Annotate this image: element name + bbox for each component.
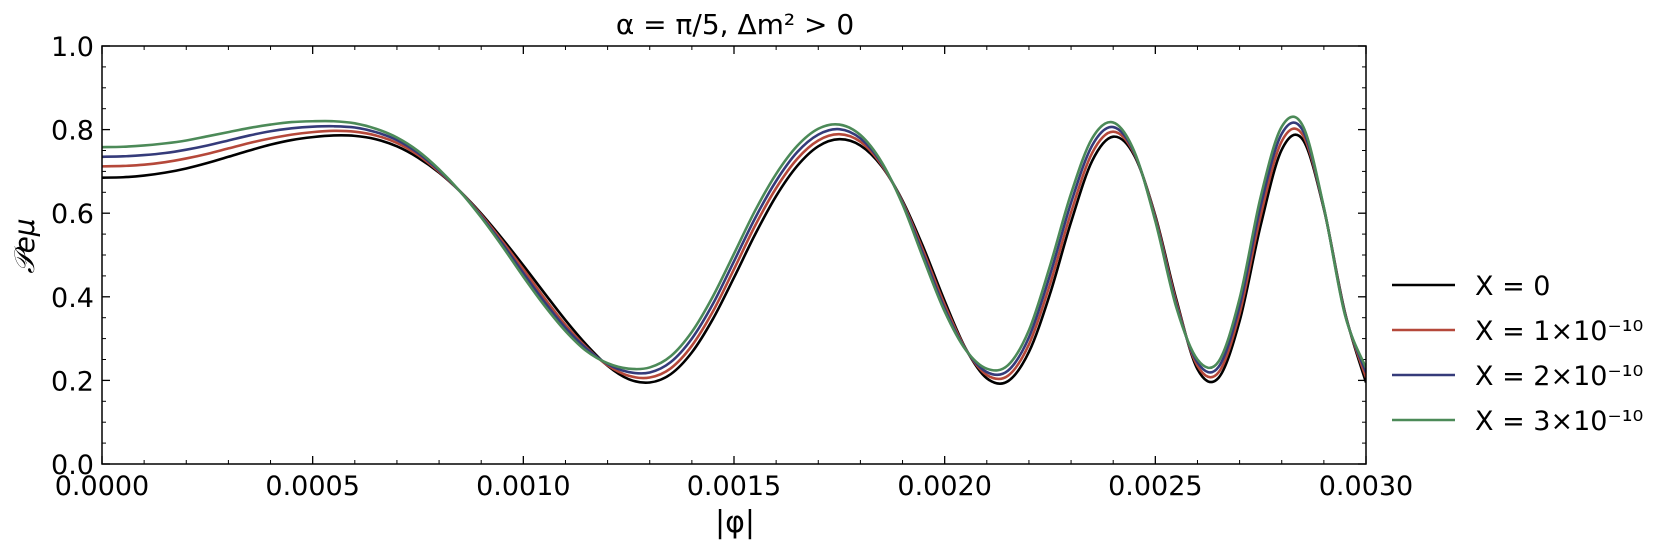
y-tick-label: 1.0 (51, 32, 94, 63)
x-tick-label: 0.0030 (1319, 471, 1413, 502)
x-tick-label: 0.0025 (1108, 471, 1202, 502)
plot-frame (101, 45, 1367, 465)
y-tick-label: 0.8 (51, 116, 94, 147)
y-tick-label: 0.0 (51, 450, 94, 481)
legend-label-1: X = 1×10⁻¹⁰ (1475, 316, 1643, 347)
legend-label-0: X = 0 (1475, 271, 1550, 302)
series-line-2 (102, 121, 1366, 377)
axis-ticks: 0.0000 0.0005 0.0010 0.0015 0.0020 0.0025 0.00… (51, 32, 1413, 502)
legend-label-2: X = 2×10⁻¹⁰ (1475, 361, 1643, 392)
legend-label-3: X = 3×10⁻¹⁰ (1475, 406, 1643, 437)
x-tick-label: 0.0000 (55, 471, 149, 502)
series-lines (102, 115, 1366, 385)
chart-title: α = π/5, Δm² > 0 (616, 8, 854, 41)
y-tick-label: 0.6 (51, 199, 94, 230)
y-tick-label: 0.4 (51, 283, 94, 314)
x-tick-label: 0.0010 (476, 471, 570, 502)
x-tick-label: 0.0020 (897, 471, 991, 502)
x-axis-label: |φ| (715, 505, 755, 540)
series-line-3 (102, 115, 1366, 372)
x-tick-label: 0.0015 (687, 471, 781, 502)
y-tick-label: 0.2 (51, 366, 94, 397)
legend: X = 0 X = 1×10⁻¹⁰ X = 2×10⁻¹⁰ X = 3×10⁻¹⁰ (1392, 271, 1643, 437)
y-axis-label: 𝒫eμ (8, 218, 41, 273)
x-tick-label: 0.0005 (265, 471, 359, 502)
